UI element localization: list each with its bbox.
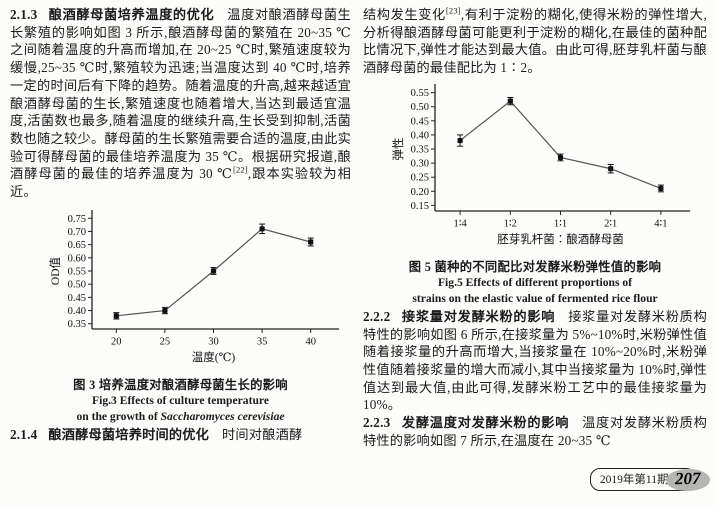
right-column: 结构发生变化[23],有利于淀粉的糊化,使得米粉的弹性增大,分析得酿酒酵母菌可能… xyxy=(363,6,707,449)
svg-text:0.45: 0.45 xyxy=(411,116,429,127)
svg-text:0.35: 0.35 xyxy=(411,144,429,155)
paragraph-intro: 结构发生变化[23],有利于淀粉的糊化,使得米粉的弹性增大,分析得酿酒酵母菌可能… xyxy=(363,6,707,77)
section-number: 2.2.2 xyxy=(363,308,391,324)
svg-text:2∶1: 2∶1 xyxy=(604,218,617,229)
section-body-text: 温度对酿酒酵母菌生长繁殖的影响如图 3 所示,酿酒酵母菌的繁殖在 20~35 ℃… xyxy=(10,7,351,182)
svg-text:20: 20 xyxy=(111,336,122,347)
section-body-text: 时间对酿酒酵 xyxy=(222,426,303,442)
svg-text:1∶4: 1∶4 xyxy=(453,218,467,229)
svg-text:0.50: 0.50 xyxy=(68,279,86,290)
figure-3: 0.35 0.40 0.45 0.50 0.55 0.60 0.65 0.70 0.75 20 25… xyxy=(10,206,351,426)
svg-text:0.25: 0.25 xyxy=(411,172,429,183)
svg-text:温度(℃): 温度(℃) xyxy=(192,350,236,364)
paragraph-section-2-1-4: 2.1.4 酿酒酵母菌培养时间的优化 时间对酿酒酵 xyxy=(10,426,351,444)
svg-text:弹性: 弹性 xyxy=(391,137,405,160)
figure5-caption-en2: strains on the elastic value of fermente… xyxy=(412,292,658,306)
figure3-caption-cn: 图 3 培养温度对酿酒酵母菌生长的影响 xyxy=(73,377,288,392)
page-number: 207 xyxy=(665,468,710,491)
paragraph-section-2-2-3: 2.2.3 发酵温度对发酵米粉的影响 温度对发酵米粉质构特性的影响如图 7 所示,在… xyxy=(363,414,707,449)
svg-text:35: 35 xyxy=(257,336,268,347)
figure5-line-chart: 0.15 0.20 0.25 0.30 0.35 0.40 0.45 0.50 0.55 1∶4 1… xyxy=(391,83,690,246)
svg-text:30: 30 xyxy=(208,336,219,347)
section-body-text: ,有利于淀粉的糊化,使得米粉的弹性增大,分析得酿酒酵母菌可能更利于淀粉的糊化,在… xyxy=(363,7,707,76)
section-number: 2.1.4 xyxy=(10,426,38,442)
section-title: 酿酒酵母菌培养时间的优化 xyxy=(48,426,210,442)
figure5-caption: 图 5 菌种的不同配比对发酵米粉弹性值的影响 Fig.5 Effects of … xyxy=(363,257,707,308)
figure3-caption: 图 3 培养温度对酿酒酵母菌生长的影响 Fig.3 Effects of cul… xyxy=(10,375,351,426)
section-body-text: 温度对发酵米粉质构特性的影响如图 7 所示,在温度在 20~35 ℃ xyxy=(363,415,707,448)
svg-text:0.20: 0.20 xyxy=(411,187,429,198)
svg-text:0.55: 0.55 xyxy=(68,266,86,277)
citation-ref: [23] xyxy=(445,5,461,16)
figure5-caption-en: Fig.5 Effects of different proportions o… xyxy=(437,275,633,289)
section-body-text: 结构发生变化 xyxy=(363,7,446,22)
issue-label: 2019年第11期 xyxy=(599,474,669,486)
page-footer: 2019年第11期 207 xyxy=(589,468,710,494)
section-title: 发酵温度对发酵米粉的影响 xyxy=(401,415,570,431)
svg-text:胚芽乳杆菌∶酿酒酵母菌: 胚芽乳杆菌∶酿酒酵母菌 xyxy=(497,232,624,246)
svg-text:1∶1: 1∶1 xyxy=(554,218,567,229)
svg-text:40: 40 xyxy=(305,336,316,347)
svg-text:0.60: 0.60 xyxy=(68,253,86,264)
svg-text:0.15: 0.15 xyxy=(411,201,429,212)
svg-text:0.50: 0.50 xyxy=(411,102,429,113)
figure3-caption-en2: on the growth of Saccharomyces cerevisia… xyxy=(10,409,351,426)
section-number: 2.2.3 xyxy=(363,415,391,431)
figure3-line-chart: 0.35 0.40 0.45 0.50 0.55 0.60 0.65 0.70 0.75 20 25… xyxy=(49,209,339,364)
figure-5: 0.15 0.20 0.25 0.30 0.35 0.40 0.45 0.50 0.55 1∶4 1… xyxy=(363,80,707,308)
species-name: Saccharomyces cerevisiae xyxy=(160,410,285,424)
svg-text:0.75: 0.75 xyxy=(68,214,86,225)
section-body-text: ,跟本实验较为相近。 xyxy=(10,166,351,200)
svg-text:1∶2: 1∶2 xyxy=(504,218,517,229)
svg-text:0.35: 0.35 xyxy=(68,319,86,330)
svg-text:0.70: 0.70 xyxy=(68,227,86,238)
figure5-caption-cn: 图 5 菌种的不同配比对发酵米粉弹性值的影响 xyxy=(408,259,662,274)
citation-ref: [22] xyxy=(232,164,248,175)
svg-text:0.45: 0.45 xyxy=(68,293,86,304)
figure3-caption-en: Fig.3 Effects of culture temperature xyxy=(92,393,269,407)
paragraph-section-2-2-2: 2.2.2 接浆量对发酵米粉的影响 接浆量对发酵米粉质构特性的影响如图 6 所示,在… xyxy=(363,308,707,414)
svg-text:0.65: 0.65 xyxy=(68,240,86,251)
svg-text:OD值: OD值 xyxy=(49,256,62,285)
svg-text:25: 25 xyxy=(160,336,171,347)
svg-text:0.40: 0.40 xyxy=(68,306,86,317)
svg-text:4∶1: 4∶1 xyxy=(654,218,667,229)
svg-text:0.30: 0.30 xyxy=(411,158,429,169)
left-column: 2.1.3 酿酒酵母菌培养温度的优化 温度对酿酒酵母菌生长繁殖的影响如图 3 所示,… xyxy=(10,6,351,443)
paragraph-section-2-1-3: 2.1.3 酿酒酵母菌培养温度的优化 温度对酿酒酵母菌生长繁殖的影响如图 3 所示,… xyxy=(10,6,351,201)
section-title: 酿酒酵母菌培养温度的优化 xyxy=(48,7,215,22)
section-title: 接浆量对发酵米粉的影响 xyxy=(401,308,556,324)
section-number: 2.1.3 xyxy=(10,7,38,22)
svg-text:0.55: 0.55 xyxy=(411,88,429,99)
svg-text:0.40: 0.40 xyxy=(411,130,429,141)
caption-text: on the growth of xyxy=(76,410,161,424)
section-body-text: 接浆量对发酵米粉质构特性的影响如图 6 所示,在接浆量为 5%~10%时,米粉弹… xyxy=(363,308,707,413)
